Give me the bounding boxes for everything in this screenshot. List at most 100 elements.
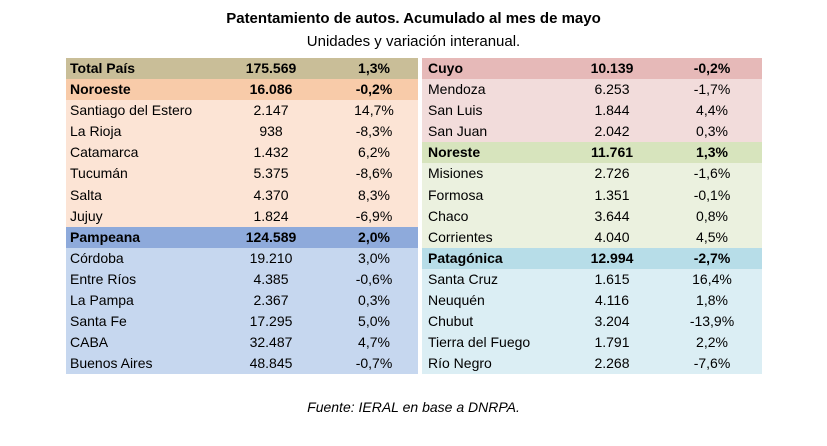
row-variation: 14,7% (354, 102, 394, 119)
row-units: 4.040 (594, 228, 630, 245)
province-row: CABA 32.487 4,7% (66, 332, 418, 354)
row-name: La Rioja (70, 123, 122, 140)
province-row: Misiones 2.726 -1,6% (422, 163, 762, 185)
left-table: Total País 175.569 1,3% Noroeste 16.086 -0,2%… (66, 58, 418, 375)
row-variation: 4,7% (358, 334, 390, 351)
row-variation: -0,7% (355, 355, 393, 372)
row-units: 1.824 (253, 207, 289, 224)
row-name: Chaco (428, 207, 469, 224)
row-name: Entre Ríos (70, 270, 137, 287)
province-row: Santa Cruz 1.615 16,4% (422, 268, 762, 291)
row-variation: 0,8% (696, 207, 728, 224)
province-row: Formosa 1.351 -0,1% (422, 184, 762, 206)
row-units: 3.644 (594, 207, 630, 224)
row-units: 17.295 (249, 313, 293, 330)
row-name: Patagónica (428, 249, 503, 266)
row-name: Río Negro (428, 355, 492, 372)
row-units: 12.994 (590, 249, 634, 266)
row-variation: -2,7% (693, 249, 731, 266)
row-variation: 5,0% (358, 313, 390, 330)
row-variation: 4,4% (696, 102, 728, 119)
region-total-row: Patagónica 12.994 -2,7% (422, 247, 762, 269)
row-variation: -7,6% (693, 355, 731, 372)
row-units: 5.375 (253, 165, 289, 182)
row-name: San Luis (428, 102, 483, 119)
row-variation: -0,2% (693, 60, 731, 76)
row-name: Total País (70, 60, 136, 76)
row-variation: 3,0% (358, 249, 390, 266)
province-row: Tucumán 5.375 -8,6% (66, 163, 418, 185)
row-variation: -13,9% (689, 313, 735, 330)
region-total-row: Cuyo 10.139 -0,2% (422, 58, 762, 80)
row-units: 16.086 (249, 81, 293, 98)
province-row: Corrientes 4.040 4,5% (422, 226, 762, 248)
row-units: 2.268 (594, 355, 630, 372)
row-name: Cuyo (428, 60, 463, 76)
row-name: Corrientes (428, 228, 493, 245)
row-units: 1.351 (594, 186, 630, 203)
row-units: 11.761 (590, 144, 634, 161)
row-units: 1.432 (253, 144, 289, 161)
province-row: Tierra del Fuego 1.791 2,2% (422, 332, 762, 354)
row-variation: 16,4% (692, 270, 732, 287)
row-units: 2.367 (253, 292, 289, 309)
row-name: Noroeste (70, 81, 131, 98)
row-units: 1.791 (594, 334, 630, 351)
province-row: Chaco 3.644 0,8% (422, 205, 762, 227)
row-units: 6.253 (594, 81, 630, 98)
table-title: Patentamiento de autos. Acumulado al mes… (226, 10, 601, 27)
row-variation: -8,6% (355, 165, 393, 182)
row-name: Noreste (428, 144, 481, 161)
row-variation: 0,3% (696, 123, 728, 140)
row-units: 938 (259, 123, 283, 140)
row-name: Salta (70, 186, 102, 203)
row-variation: 1,8% (696, 292, 728, 309)
row-variation: -6,9% (355, 207, 393, 224)
row-units: 10.139 (590, 60, 634, 76)
row-variation: 8,3% (358, 186, 390, 203)
region-total-row: Noreste 11.761 1,3% (422, 142, 762, 164)
row-name: Tucumán (70, 165, 128, 182)
region-total-row: Noroeste 16.086 -0,2% (66, 79, 418, 101)
region-total-row: Pampeana 124.589 2,0% (66, 226, 418, 248)
row-name: Tierra del Fuego (428, 334, 531, 351)
row-units: 19.210 (249, 249, 293, 266)
row-name: CABA (70, 334, 109, 351)
row-units: 48.845 (249, 355, 293, 372)
row-units: 2.042 (594, 123, 630, 140)
row-units: 32.487 (249, 334, 293, 351)
row-variation: -1,6% (693, 165, 731, 182)
province-row: Neuquén 4.116 1,8% (422, 290, 762, 312)
row-name: Misiones (428, 165, 484, 182)
province-row: Buenos Aires 48.845 -0,7% (66, 353, 418, 375)
province-row: Chubut 3.204 -13,9% (422, 311, 762, 333)
row-variation: -0,1% (693, 186, 731, 203)
row-name: Santa Fe (70, 313, 127, 330)
row-variation: 2,2% (696, 334, 728, 351)
source-note: Fuente: IERAL en base a DNRPA. (307, 399, 520, 415)
row-name: Jujuy (70, 207, 103, 224)
row-units: 2.726 (594, 165, 630, 182)
row-variation: -8,3% (355, 123, 393, 140)
row-name: Buenos Aires (70, 355, 153, 372)
row-name: Pampeana (70, 228, 141, 245)
province-row: Córdoba 19.210 3,0% (66, 247, 418, 269)
province-row: San Juan 2.042 0,3% (422, 121, 762, 143)
row-units: 3.204 (594, 313, 630, 330)
row-name: Catamarca (70, 144, 139, 161)
row-units: 2.147 (253, 102, 289, 119)
row-units: 175.569 (245, 60, 297, 76)
row-name: San Juan (428, 123, 488, 140)
row-name: La Pampa (70, 292, 134, 309)
row-name: Córdoba (70, 249, 124, 266)
province-row: Río Negro 2.268 -7,6% (422, 353, 762, 375)
row-name: Chubut (428, 313, 474, 330)
province-row: Santiago del Estero 2.147 14,7% (66, 100, 418, 122)
right-table: Cuyo 10.139 -0,2% Mendoza 6.253 -1,7% San Luis… (422, 58, 762, 375)
row-variation: 0,3% (358, 292, 390, 309)
row-variation: 4,5% (696, 228, 728, 245)
province-row: Santa Fe 17.295 5,0% (66, 311, 418, 333)
row-units: 4.385 (253, 270, 289, 287)
row-units: 1.615 (594, 270, 630, 287)
row-variation: 6,2% (358, 144, 390, 161)
